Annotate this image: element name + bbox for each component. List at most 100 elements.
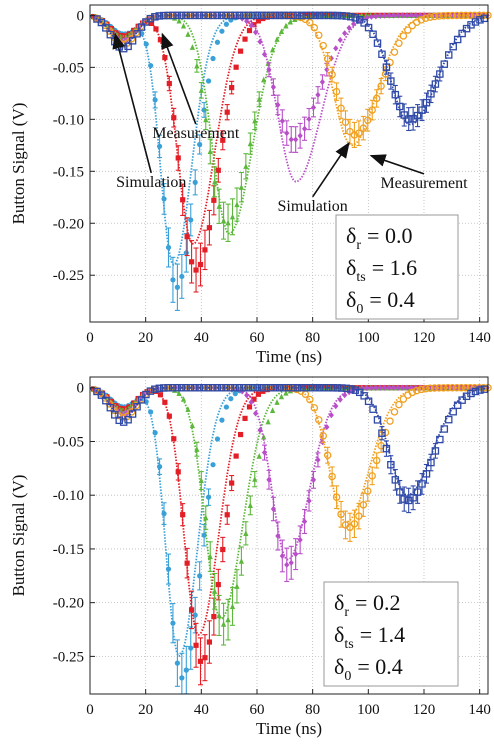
bottom-chart-panel: 0 20 40 60 80 100 120 140 0 -0.05 -0.10 -0.15 -0.20 -… [9, 376, 492, 738]
data-point [333, 11, 342, 20]
data-point [198, 87, 204, 93]
data-point [247, 502, 253, 508]
data-point [293, 551, 299, 558]
data-point [418, 480, 426, 488]
data-point [182, 11, 190, 20]
data-point [283, 389, 289, 396]
data-point [146, 14, 155, 23]
data-point [404, 26, 412, 34]
data-point [232, 391, 238, 397]
data-point [171, 436, 177, 442]
data-point [122, 406, 128, 412]
data-point [430, 384, 439, 392]
data-point [219, 28, 225, 34]
annotation-label: Measurement [152, 125, 240, 142]
data-point [197, 573, 203, 579]
data-point [351, 386, 359, 394]
data-point [204, 11, 213, 20]
data-point [350, 20, 357, 28]
data-point [229, 480, 235, 486]
data-point [244, 392, 250, 399]
data-point [111, 411, 119, 419]
data-point [378, 50, 386, 58]
data-point [213, 11, 221, 20]
data-point [399, 12, 406, 19]
y-tick-label: -0.20 [53, 596, 84, 612]
data-point [377, 384, 383, 391]
x-tick-label: 60 [249, 702, 264, 718]
data-point [183, 250, 189, 256]
data-point [400, 111, 408, 119]
data-point [279, 552, 285, 560]
y-tick-label: -0.15 [53, 164, 84, 180]
data-point [328, 70, 336, 79]
data-point [373, 13, 379, 20]
data-point [412, 386, 421, 395]
data-point [229, 213, 236, 220]
data-point [359, 501, 368, 509]
data-point [202, 247, 208, 253]
data-point [274, 36, 280, 42]
data-point [453, 11, 461, 20]
data-point [203, 116, 209, 123]
data-point [311, 11, 319, 20]
data-point [168, 11, 177, 20]
y-axis-label: Button Signal (V) [9, 475, 28, 597]
data-point [262, 383, 270, 392]
data-point [328, 412, 334, 419]
x-tick-label: 140 [468, 702, 491, 718]
parameter-ts: δts = 1.6 [346, 255, 417, 285]
data-point [457, 11, 466, 20]
data-point [252, 117, 258, 124]
data-point [188, 259, 195, 265]
data-point [171, 115, 177, 121]
data-point [284, 561, 290, 568]
x-axis-label: Time (ns) [256, 347, 322, 366]
data-point [214, 436, 221, 442]
data-point [242, 415, 248, 421]
data-point [210, 55, 216, 62]
data-point [431, 447, 440, 455]
data-point [193, 267, 199, 273]
data-point [179, 675, 185, 681]
data-point [206, 225, 212, 231]
data-point [278, 28, 285, 35]
data-point [417, 12, 423, 19]
data-point [427, 90, 435, 98]
data-point [248, 22, 254, 29]
data-point [247, 140, 253, 147]
data-point [364, 23, 373, 32]
data-point [280, 383, 288, 392]
data-point [337, 104, 345, 112]
data-point [390, 408, 399, 416]
data-point [476, 16, 484, 24]
data-point [253, 410, 259, 417]
data-point [119, 418, 128, 426]
data-point [269, 46, 276, 53]
data-point [275, 532, 281, 540]
simulation-line [89, 14, 488, 183]
data-point [180, 512, 186, 518]
data-point [151, 385, 159, 393]
data-point [284, 383, 293, 392]
data-point [244, 18, 250, 25]
data-point [279, 117, 285, 125]
data-point [166, 413, 172, 419]
data-point [255, 391, 261, 397]
annotation-arrow [311, 141, 350, 198]
data-point [306, 497, 312, 505]
data-point [223, 21, 229, 27]
data-point [194, 446, 200, 452]
x-tick-label: 20 [138, 702, 153, 718]
data-point [436, 70, 444, 78]
y-tick-label: -0.10 [53, 112, 84, 128]
data-point [160, 384, 168, 392]
data-point [226, 383, 235, 392]
x-tick-label: 80 [305, 330, 320, 346]
data-point [166, 80, 172, 87]
data-point [204, 383, 213, 392]
data-point [148, 409, 154, 415]
data-point [152, 97, 158, 103]
data-point [170, 620, 176, 626]
data-point [188, 645, 194, 651]
